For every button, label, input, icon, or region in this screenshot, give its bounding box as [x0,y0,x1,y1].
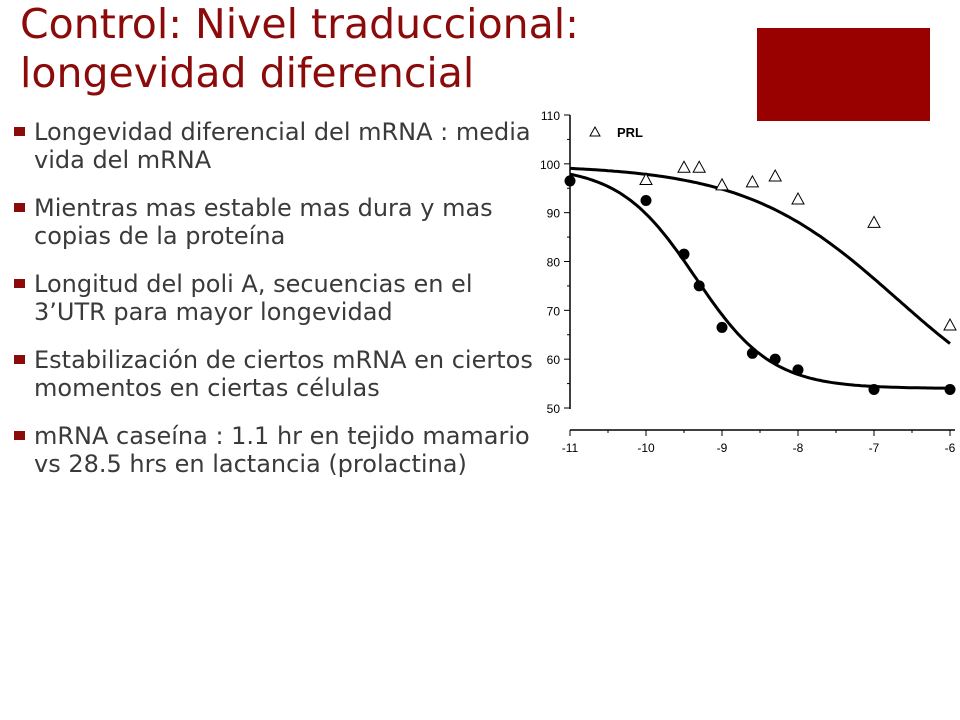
data-point-circle [792,364,804,376]
y-tick-label: 110 [541,110,560,123]
data-point-triangle [677,160,691,173]
y-tick-label: 90 [547,207,561,221]
bullet-item: Mientras mas estable mas dura y mas copi… [14,194,534,250]
y-tick-label: 100 [540,158,560,172]
bullet-text: Estabilización de ciertos mRNA en cierto… [34,346,533,402]
x-tick-label: -9 [717,441,728,455]
y-tick-label: 50 [547,402,561,416]
x-tick-label: -10 [637,441,655,455]
x-tick-label: -8 [793,441,804,455]
bullet-square-icon [14,279,25,288]
bullet-square-icon [14,355,25,364]
data-point-triangle [791,191,805,205]
legend-label: PRL [617,125,643,140]
decorative-red-block [757,28,930,121]
data-point-circle [678,248,690,260]
bullet-item: Longevidad diferencial del mRNA : media … [14,118,534,174]
bullet-item: Longitud del poli A, secuencias en el 3’… [14,270,534,326]
bullet-square-icon [14,431,25,440]
data-point-circle [746,347,758,359]
data-point-triangle [692,160,707,173]
x-tick-label: -7 [869,441,880,455]
x-tick-label: -11 [562,441,579,455]
data-point-circle [640,194,652,206]
bullet-item: Estabilización de ciertos mRNA en cierto… [14,346,534,402]
title-line-1: Control: Nivel traduccional: [20,0,579,48]
dose-response-chart: 50 60 70 80 90 100 110 -11 -10 -9 -8 -7 -6 PRL [540,110,957,455]
bullet-text: Longevidad diferencial del mRNA : media … [34,118,531,174]
data-point-circle [944,383,956,395]
bullet-item: mRNA caseína : 1.1 hr en tejido mamario … [14,422,534,478]
data-point-circle [564,175,576,187]
fit-curve-0 [569,166,951,345]
data-point-triangle [745,174,760,188]
legend-triangle-icon [589,125,601,137]
data-point-triangle [867,215,881,228]
y-tick-label: 80 [547,256,561,270]
data-point-triangle [768,168,783,182]
bullet-text: Longitud del poli A, secuencias en el 3’… [34,270,473,326]
x-tick-label: -6 [945,441,956,455]
data-point-triangle [639,172,653,185]
data-point-triangle [715,177,729,191]
bullet-list: Longevidad diferencial del mRNA : media … [14,118,534,498]
bullet-square-icon [14,203,25,212]
slide-title: Control: Nivel traduccional: longevidad … [20,0,740,98]
data-point-circle [693,280,705,292]
y-tick-label: 60 [547,353,561,367]
data-point-circle [868,383,880,395]
data-point-circle [716,321,728,333]
bullet-text: Mientras mas estable mas dura y mas copi… [34,194,493,250]
bullet-text: mRNA caseína : 1.1 hr en tejido mamario … [34,422,530,478]
data-point-triangle [943,317,957,331]
y-tick-label: 70 [547,304,561,318]
bullet-square-icon [14,127,25,136]
title-line-2: longevidad diferencial [20,49,475,97]
fit-curve-1 [569,172,950,390]
data-point-circle [769,353,781,365]
